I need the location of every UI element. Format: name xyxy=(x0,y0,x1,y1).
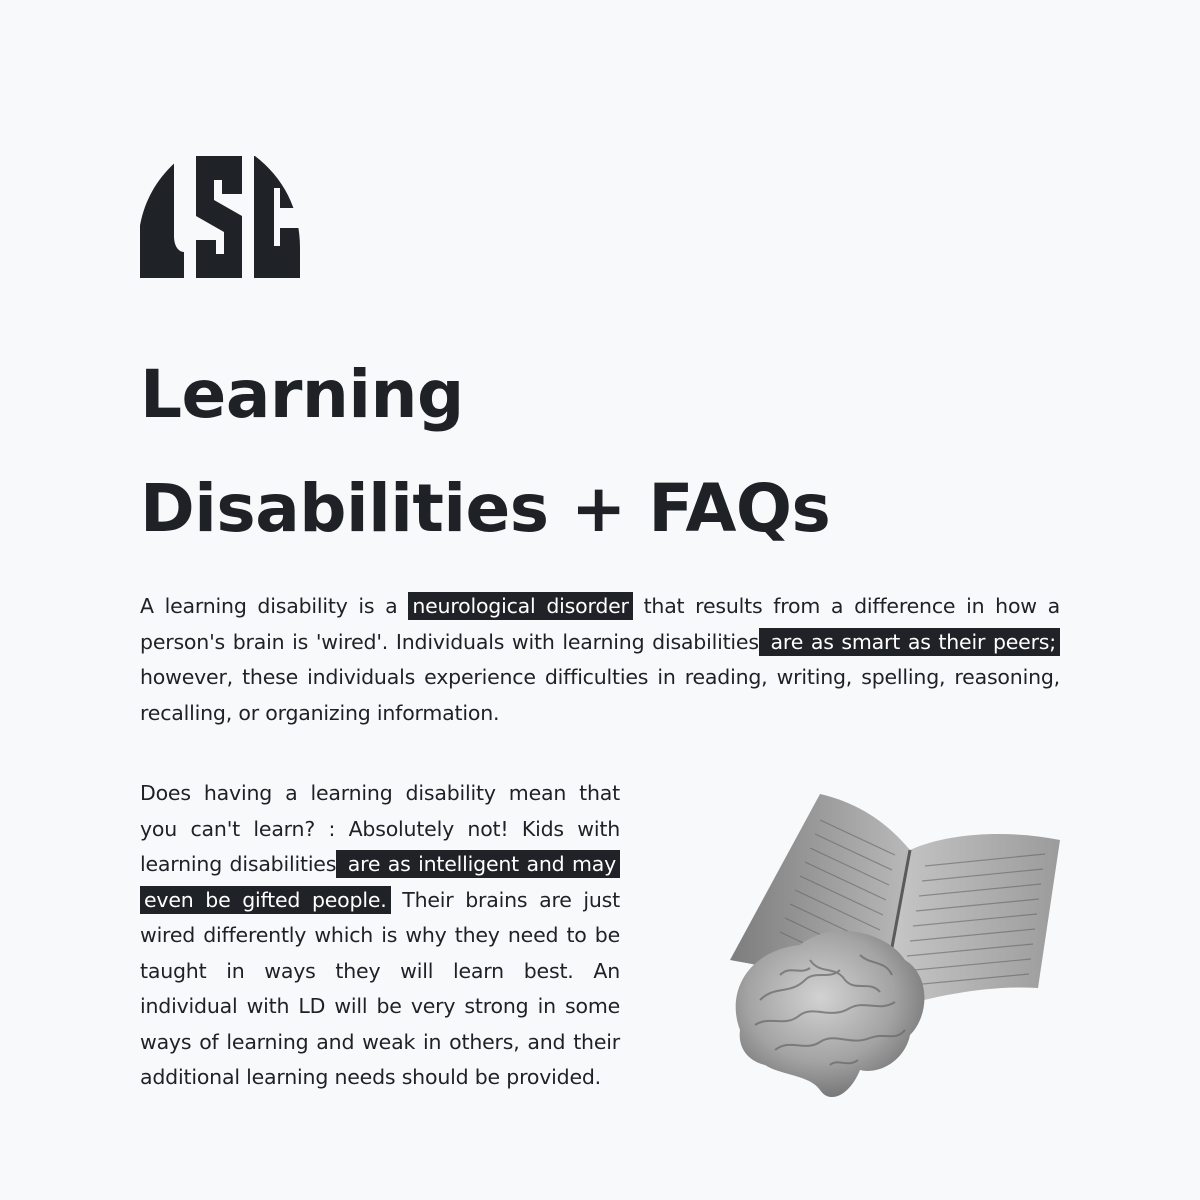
faq-text-1: Does having a learning disability mean t… xyxy=(140,781,620,876)
definition-text-2: that results from a difference in how a … xyxy=(140,594,1061,654)
definition-paragraph: A learning disability is a neurological … xyxy=(140,589,1060,731)
highlight-neurological-disorder: neurological disorder xyxy=(408,592,633,620)
faq-text-2: Their brains are just wired differently … xyxy=(140,887,620,1090)
page-title: Learning Disabilities + FAQs xyxy=(140,338,1040,566)
definition-text-1: A learning disability is a xyxy=(140,594,409,618)
title-line-1: Learning xyxy=(140,356,464,433)
book-and-brain-illustration xyxy=(730,794,1060,1098)
title-line-2: Disabilities + FAQs xyxy=(140,470,831,547)
definition-text-3: however, these individuals experience di… xyxy=(140,665,1060,725)
usc-logo-icon xyxy=(140,156,300,278)
highlight-as-smart-as-peers: are as smart as their peers; xyxy=(758,627,1060,656)
brain-icon xyxy=(735,930,925,1098)
faq-paragraph: Does having a learning disability mean t… xyxy=(140,776,620,1096)
